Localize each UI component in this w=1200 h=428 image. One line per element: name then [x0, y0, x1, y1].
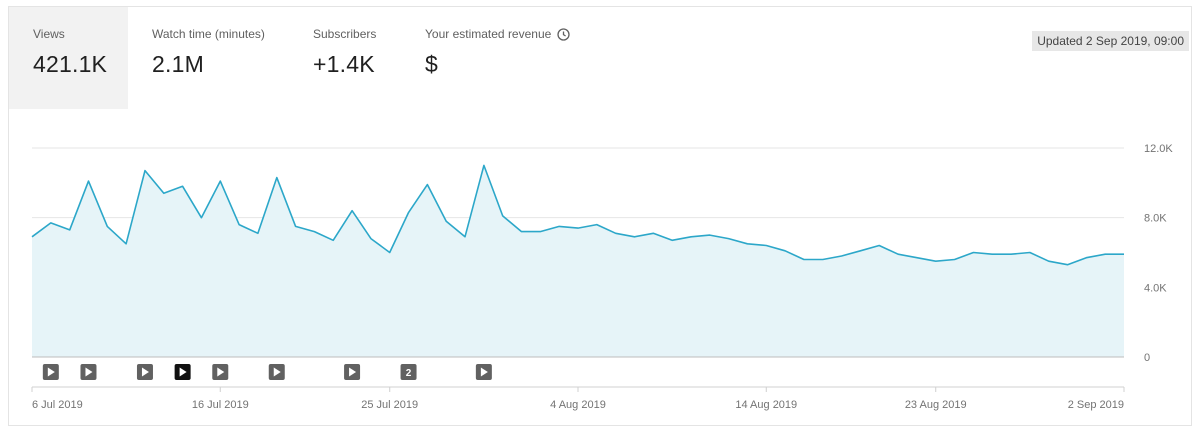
video-marker[interactable]: [268, 364, 285, 380]
play-icon: [217, 367, 225, 377]
metric-value: 421.1K: [33, 51, 108, 77]
views-area: [32, 165, 1124, 357]
views-line: [31, 164, 1124, 266]
y-tick-label: 8.0K: [1144, 213, 1167, 225]
metric-tab-revenue[interactable]: Your estimated revenue $: [401, 7, 601, 109]
x-tick-label: 16 Jul 2019: [192, 399, 249, 411]
metric-value: $: [425, 51, 438, 77]
play-icon: [273, 367, 281, 377]
play-icon: [480, 367, 488, 377]
video-marker[interactable]: [174, 364, 191, 380]
x-tick-label: 23 Aug 2019: [905, 399, 967, 411]
metric-label: Views: [33, 27, 65, 41]
updated-badge: Updated 2 Sep 2019, 09:00: [1032, 31, 1189, 51]
metric-label: Watch time (minutes): [152, 27, 265, 41]
metric-label: Your estimated revenue: [425, 27, 552, 41]
x-tick-label: 2 Sep 2019: [1068, 399, 1124, 411]
play-icon: [349, 367, 357, 377]
x-tick-label: 25 Jul 2019: [361, 399, 418, 411]
video-marker[interactable]: [80, 364, 97, 380]
metric-label: Subscribers: [313, 27, 377, 41]
x-tick-label: 14 Aug 2019: [735, 399, 797, 411]
metric-tab-views[interactable]: Views 421.1K: [9, 7, 128, 109]
metric-tab-watch-time[interactable]: Watch time (minutes) 2.1M: [128, 7, 288, 109]
y-tick-label: 4.0K: [1144, 282, 1167, 294]
marker-box: [400, 364, 417, 380]
play-icon: [141, 367, 149, 377]
video-marker[interactable]: [136, 364, 153, 380]
y-tick-label: 12.0K: [1144, 143, 1173, 155]
video-marker[interactable]: [344, 364, 361, 380]
metric-value: 2.1M: [152, 51, 204, 77]
y-tick-label: 0: [1144, 352, 1150, 364]
marker-count: 2: [406, 368, 412, 379]
clock-icon[interactable]: [557, 27, 570, 41]
metric-value: +1.4K: [313, 51, 375, 77]
video-marker[interactable]: [212, 364, 229, 380]
play-icon: [179, 367, 187, 377]
metric-tab-subscribers[interactable]: Subscribers +1.4K: [289, 7, 401, 109]
play-icon: [85, 367, 93, 377]
x-tick-label: 4 Aug 2019: [550, 399, 606, 411]
video-marker[interactable]: [42, 364, 59, 380]
video-marker[interactable]: [475, 364, 492, 380]
x-tick-label: 6 Jul 2019: [32, 399, 83, 411]
video-group-marker[interactable]: 2: [400, 364, 417, 380]
metric-label-row: Your estimated revenue: [425, 27, 577, 41]
play-icon: [47, 367, 55, 377]
